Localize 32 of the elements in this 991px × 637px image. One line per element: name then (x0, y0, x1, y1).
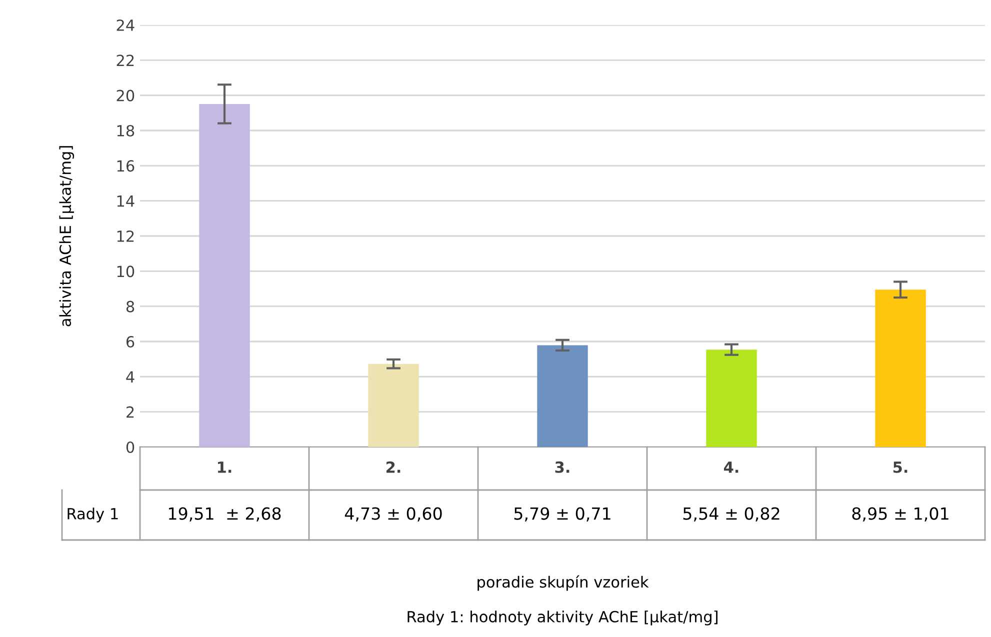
y-tick-label: 18 (117, 124, 134, 137)
data-label: 4,73 ± 0,60 (344, 507, 442, 522)
x-tick-label: 3. (555, 461, 570, 473)
x-tick-label: 2. (386, 461, 400, 473)
y-tick-label: 10 (117, 266, 134, 278)
y-tick-label: 14 (117, 196, 134, 207)
y-tick-label: 16 (117, 160, 134, 172)
data-label: 19,51 ± 2,68 (168, 507, 281, 522)
y-axis-title: aktivita AChE [µkat/mg] (59, 146, 74, 326)
data-label: 5,54 ± 0,82 (683, 507, 780, 522)
bar (199, 104, 250, 447)
bar (368, 364, 419, 447)
data-label: 8,95 ± 1,01 (852, 507, 948, 522)
data-label: 5,79 ± 0,71 (514, 507, 610, 522)
y-tick-label: 0 (126, 441, 134, 454)
y-tick-label: 8 (126, 300, 134, 312)
y-tick-label: 22 (116, 54, 134, 66)
y-tick-label: 24 (116, 19, 134, 31)
bar (875, 290, 926, 447)
x-tick-label: 5. (893, 462, 908, 473)
y-tick-label: 20 (116, 90, 134, 102)
text: Rady 1 (68, 508, 118, 522)
text: Rady 1: hodnoty aktivity AChE [µkat/mg] (408, 610, 718, 626)
y-tick-label: 2 (126, 406, 134, 418)
x-tick-label: 1. (218, 462, 232, 473)
text: poradie skupín vzoriek (478, 575, 649, 591)
bar (537, 345, 588, 447)
bar (706, 350, 757, 447)
y-tick-label: 6 (126, 336, 134, 348)
x-tick-label: 4. (724, 462, 738, 473)
y-tick-label: 12 (117, 230, 134, 242)
y-tick-label: 4 (126, 371, 134, 382)
